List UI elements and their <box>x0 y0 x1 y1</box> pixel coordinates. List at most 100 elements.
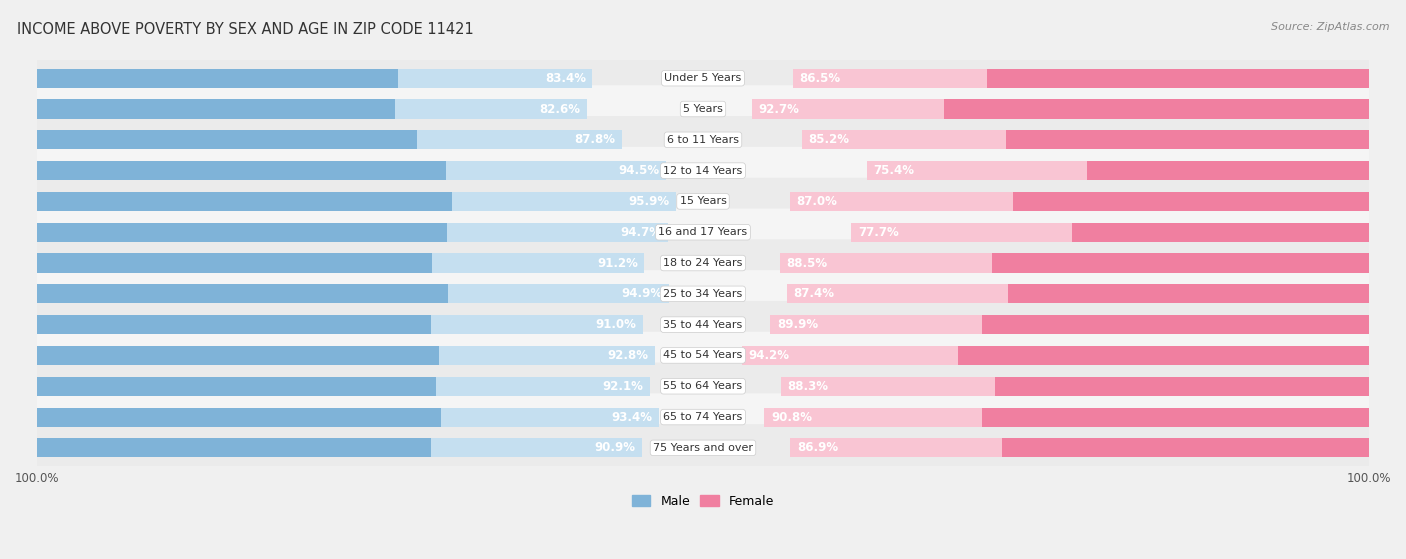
Bar <box>866 161 1369 180</box>
Bar <box>37 100 588 119</box>
Text: 88.3%: 88.3% <box>787 380 828 393</box>
Bar <box>765 408 981 427</box>
Text: 91.0%: 91.0% <box>596 318 637 331</box>
Text: 94.2%: 94.2% <box>748 349 789 362</box>
Text: 25 to 34 Years: 25 to 34 Years <box>664 289 742 299</box>
Text: INCOME ABOVE POVERTY BY SEX AND AGE IN ZIP CODE 11421: INCOME ABOVE POVERTY BY SEX AND AGE IN Z… <box>17 22 474 37</box>
Text: 65 to 74 Years: 65 to 74 Years <box>664 412 742 422</box>
Bar <box>446 161 666 180</box>
Text: Source: ZipAtlas.com: Source: ZipAtlas.com <box>1271 22 1389 32</box>
Text: 88.5%: 88.5% <box>786 257 827 269</box>
Bar <box>37 161 666 180</box>
Bar <box>752 100 943 119</box>
Bar <box>449 285 669 304</box>
Text: 90.8%: 90.8% <box>770 410 811 424</box>
Text: 5 Years: 5 Years <box>683 104 723 114</box>
Bar <box>790 438 1369 457</box>
FancyBboxPatch shape <box>35 54 1371 103</box>
FancyBboxPatch shape <box>35 178 1371 226</box>
Text: 45 to 54 Years: 45 to 54 Years <box>664 350 742 361</box>
Bar <box>398 69 592 88</box>
FancyBboxPatch shape <box>35 239 1371 288</box>
Text: 94.7%: 94.7% <box>620 226 661 239</box>
Bar <box>418 130 621 149</box>
Bar <box>770 315 1369 334</box>
Text: 35 to 44 Years: 35 to 44 Years <box>664 320 742 330</box>
Bar <box>37 377 651 396</box>
Bar <box>752 100 1369 119</box>
Bar <box>432 315 643 334</box>
Bar <box>37 285 669 304</box>
FancyBboxPatch shape <box>35 331 1371 380</box>
Bar <box>780 377 1369 396</box>
Bar <box>432 253 644 273</box>
Text: 92.1%: 92.1% <box>603 380 644 393</box>
Legend: Male, Female: Male, Female <box>627 490 779 513</box>
Bar <box>787 285 1008 304</box>
Bar <box>395 100 588 119</box>
Text: 93.4%: 93.4% <box>612 410 652 424</box>
FancyBboxPatch shape <box>35 270 1371 319</box>
Text: 16 and 17 Years: 16 and 17 Years <box>658 227 748 237</box>
Text: 75.4%: 75.4% <box>873 164 914 177</box>
Bar <box>793 69 1369 88</box>
Bar <box>439 346 655 365</box>
Text: 90.9%: 90.9% <box>595 442 636 454</box>
Text: 12 to 14 Years: 12 to 14 Years <box>664 165 742 176</box>
Bar <box>790 192 1012 211</box>
Text: 85.2%: 85.2% <box>808 133 849 146</box>
Bar <box>430 438 643 457</box>
Bar <box>37 346 655 365</box>
Bar <box>770 315 983 334</box>
Text: 92.7%: 92.7% <box>758 102 799 116</box>
Text: 77.7%: 77.7% <box>858 226 898 239</box>
Bar <box>866 161 1087 180</box>
Bar <box>801 130 1369 149</box>
Text: 15 Years: 15 Years <box>679 196 727 206</box>
Bar <box>37 222 668 242</box>
Bar <box>852 222 1369 242</box>
Bar <box>37 315 643 334</box>
Text: 87.8%: 87.8% <box>574 133 614 146</box>
Text: 95.9%: 95.9% <box>628 195 669 208</box>
Text: 18 to 24 Years: 18 to 24 Years <box>664 258 742 268</box>
Bar <box>793 69 987 88</box>
Bar <box>801 130 1007 149</box>
Text: 92.8%: 92.8% <box>607 349 648 362</box>
Text: 91.2%: 91.2% <box>598 257 638 269</box>
Bar <box>37 408 659 427</box>
Bar <box>790 438 1002 457</box>
Bar <box>37 438 643 457</box>
Bar <box>780 377 995 396</box>
FancyBboxPatch shape <box>35 147 1371 195</box>
Bar <box>453 192 676 211</box>
Bar <box>787 285 1369 304</box>
Text: 94.5%: 94.5% <box>619 164 659 177</box>
Text: 55 to 64 Years: 55 to 64 Years <box>664 381 742 391</box>
Text: Under 5 Years: Under 5 Years <box>665 73 741 83</box>
Text: 75 Years and over: 75 Years and over <box>652 443 754 453</box>
Text: 6 to 11 Years: 6 to 11 Years <box>666 135 740 145</box>
Bar <box>37 130 621 149</box>
Bar <box>852 222 1073 242</box>
Bar <box>37 253 644 273</box>
Bar <box>37 69 592 88</box>
Bar <box>779 253 993 273</box>
Bar <box>447 222 668 242</box>
Text: 94.9%: 94.9% <box>621 287 662 300</box>
Text: 83.4%: 83.4% <box>546 72 586 85</box>
FancyBboxPatch shape <box>35 363 1371 411</box>
Bar <box>741 346 957 365</box>
FancyBboxPatch shape <box>35 86 1371 134</box>
FancyBboxPatch shape <box>35 424 1371 472</box>
Text: 86.9%: 86.9% <box>797 442 838 454</box>
Bar <box>779 253 1369 273</box>
Text: 89.9%: 89.9% <box>778 318 818 331</box>
Text: 86.5%: 86.5% <box>800 72 841 85</box>
Bar <box>37 192 676 211</box>
Bar <box>790 192 1369 211</box>
Bar <box>436 377 651 396</box>
Bar <box>741 346 1369 365</box>
FancyBboxPatch shape <box>35 394 1371 442</box>
FancyBboxPatch shape <box>35 301 1371 349</box>
